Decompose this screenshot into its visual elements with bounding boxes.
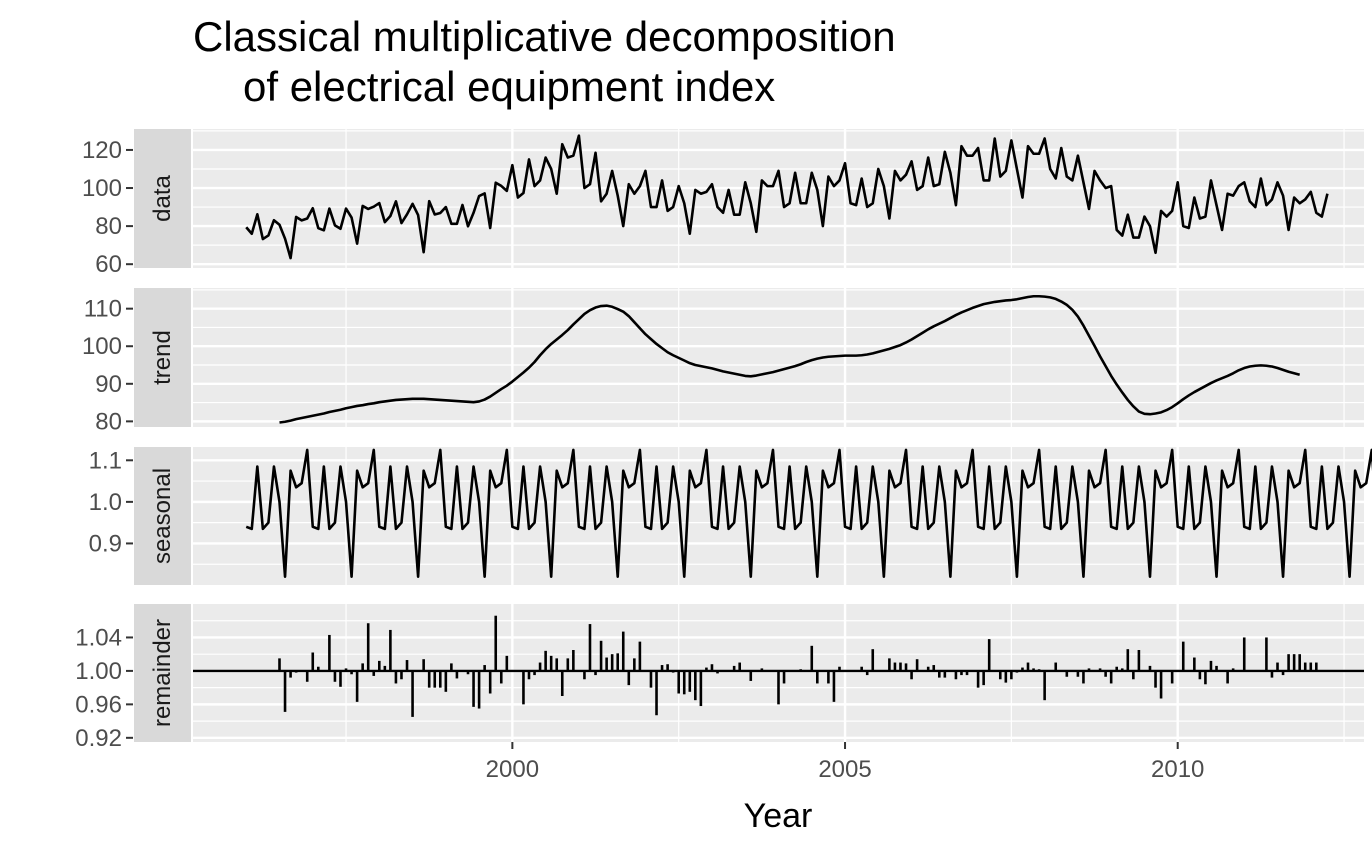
x-axis-title: Year	[744, 797, 813, 835]
strip-label-remainder: remainder	[149, 619, 176, 727]
y-tick-label: 1.1	[89, 447, 122, 474]
series-line-seasonal	[245, 448, 1372, 578]
y-tick-label: 0.9	[89, 530, 122, 557]
y-tick-label: 100	[82, 175, 122, 202]
panels-group: 60 80 100 120 data 80 90 100 110 trend 0.9 1.0 1.1 se…	[75, 129, 1372, 752]
chart-title-line2: of electrical equipment index	[243, 63, 775, 110]
y-tick-label: 90	[95, 371, 122, 398]
strip-background	[134, 129, 191, 268]
y-tick-label: 120	[82, 137, 122, 164]
y-tick-label: 60	[95, 251, 122, 278]
panel-trend: 80 90 100 110 trend	[82, 288, 1364, 435]
x-tick-label: 2000	[486, 756, 539, 783]
y-tick-label: 100	[82, 333, 122, 360]
panel-remainder: 0.92 0.96 1.00 1.04 remainder	[75, 604, 1364, 752]
y-tick-label: 1.04	[75, 624, 122, 651]
y-tick-label: 1.0	[89, 489, 122, 516]
chart-title-line1: Classical multiplicative decomposition	[193, 13, 896, 60]
y-tick-label: 110	[84, 296, 122, 323]
x-axis: 2000 2005 2010	[486, 742, 1204, 783]
series-line-data	[245, 134, 1329, 260]
strip-background	[134, 604, 191, 742]
y-tick-label: 0.96	[75, 691, 122, 718]
strip-background	[134, 288, 191, 427]
strip-background	[134, 447, 191, 585]
y-tick-label: 80	[95, 408, 122, 435]
series-line-trend	[279, 294, 1301, 424]
panel-data: 60 80 100 120 data	[82, 129, 1364, 278]
strip-label-data: data	[149, 174, 176, 221]
panel-background	[193, 288, 1364, 427]
x-tick-label: 2005	[818, 756, 871, 783]
y-tick-label: 80	[95, 213, 122, 240]
strip-label-seasonal: seasonal	[149, 468, 176, 564]
strip-label-trend: trend	[149, 330, 176, 385]
y-tick-label: 0.92	[75, 725, 122, 752]
x-tick-label: 2010	[1151, 756, 1204, 783]
panel-seasonal: 0.9 1.0 1.1 seasonal	[89, 447, 1372, 585]
y-tick-label: 1.00	[75, 658, 122, 685]
